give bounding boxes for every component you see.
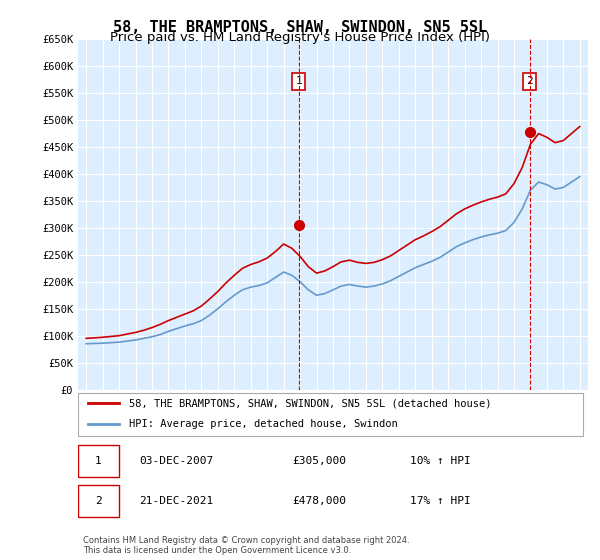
- Text: Price paid vs. HM Land Registry's House Price Index (HPI): Price paid vs. HM Land Registry's House …: [110, 31, 490, 44]
- Text: £305,000: £305,000: [292, 456, 346, 466]
- Text: 03-DEC-2007: 03-DEC-2007: [139, 456, 214, 466]
- Text: Contains HM Land Registry data © Crown copyright and database right 2024.
This d: Contains HM Land Registry data © Crown c…: [83, 536, 410, 556]
- Text: HPI: Average price, detached house, Swindon: HPI: Average price, detached house, Swin…: [129, 419, 398, 429]
- Text: 1: 1: [295, 76, 302, 86]
- Text: 10% ↑ HPI: 10% ↑ HPI: [409, 456, 470, 466]
- Text: £478,000: £478,000: [292, 496, 346, 506]
- Text: 58, THE BRAMPTONS, SHAW, SWINDON, SN5 5SL (detached house): 58, THE BRAMPTONS, SHAW, SWINDON, SN5 5S…: [129, 398, 491, 408]
- Text: 58, THE BRAMPTONS, SHAW, SWINDON, SN5 5SL: 58, THE BRAMPTONS, SHAW, SWINDON, SN5 5S…: [113, 20, 487, 35]
- Text: 1: 1: [95, 456, 102, 466]
- Text: 2: 2: [526, 76, 533, 86]
- FancyBboxPatch shape: [78, 393, 583, 436]
- FancyBboxPatch shape: [78, 485, 119, 517]
- FancyBboxPatch shape: [78, 445, 119, 477]
- Text: 17% ↑ HPI: 17% ↑ HPI: [409, 496, 470, 506]
- Text: 21-DEC-2021: 21-DEC-2021: [139, 496, 214, 506]
- Text: 2: 2: [95, 496, 102, 506]
